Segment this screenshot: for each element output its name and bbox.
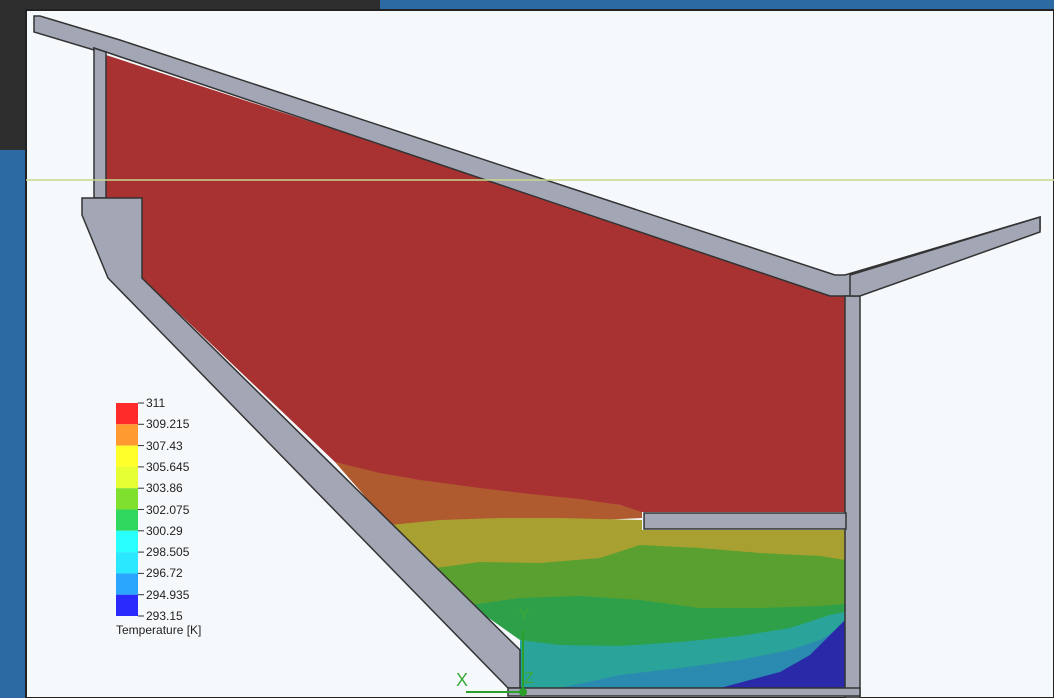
left-wall: [93, 46, 107, 199]
legend-tick-label: 303.86: [146, 481, 183, 496]
legend-tick-label: 305.645: [146, 459, 190, 474]
legend-colorbar: [116, 402, 144, 617]
fluid-hot-region: [106, 55, 845, 512]
legend-tick-label: 300.29: [146, 523, 183, 538]
y-axis-label: Y: [518, 605, 531, 625]
legend-swatch: [116, 424, 138, 446]
interior-shelf: [643, 512, 847, 530]
legend-tick-label: 298.505: [146, 545, 190, 560]
right-roof-extension: [849, 215, 1041, 297]
fluid-cyan-region: [560, 625, 845, 688]
axis-origin: [519, 688, 527, 696]
floor-wall: [507, 687, 861, 697]
legend-swatch: [116, 552, 138, 574]
legend-swatch: [116, 594, 138, 616]
legend-swatch: [116, 403, 138, 425]
legend-swatch: [116, 445, 138, 467]
legend-tick-label: 302.075: [146, 502, 190, 517]
legend-swatch: [116, 488, 138, 510]
legend-tick-label: 293.15: [146, 609, 183, 623]
fluid-cold-region: [720, 620, 845, 688]
legend-swatch: [116, 466, 138, 489]
legend-tick-label: 311: [146, 396, 166, 410]
legend-tick-label: 296.72: [146, 566, 183, 581]
legend-tick-label: 307.43: [146, 438, 183, 453]
x-axis-label: X: [456, 670, 469, 690]
legend-swatch: [116, 530, 138, 553]
legend-swatch: [116, 509, 138, 531]
legend-title: Temperature [K]: [116, 623, 202, 637]
right-wall: [844, 295, 861, 698]
z-axis-label: Z: [524, 670, 534, 687]
fluid-warm-band: [335, 462, 642, 525]
legend-tick-label: 294.935: [146, 587, 190, 602]
legend-swatch: [116, 573, 138, 595]
legend-tick-label: 309.215: [146, 417, 190, 432]
